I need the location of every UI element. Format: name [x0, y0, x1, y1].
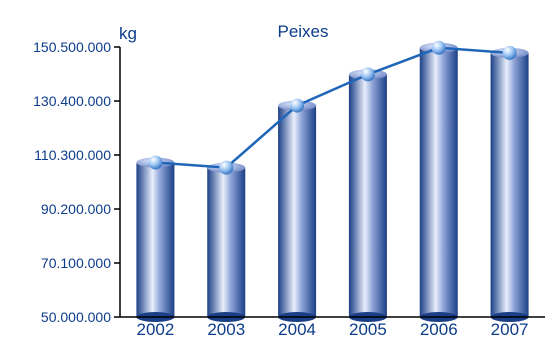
y-tick-label: 130.400.000: [33, 93, 111, 109]
x-tick-label: 2002: [137, 320, 175, 339]
y-axis-unit: kg: [119, 24, 137, 43]
bar-body: [419, 47, 458, 317]
chart-title: Peixes: [277, 22, 328, 41]
y-tick-label: 150.500.000: [33, 39, 111, 55]
y-tick-label: 70.100.000: [41, 255, 111, 271]
bar-2006: [419, 42, 458, 322]
bar-body: [207, 167, 246, 317]
bar-2005: [348, 69, 387, 322]
bar-body: [490, 52, 529, 317]
x-tick-label: 2003: [207, 320, 245, 339]
series-point-2007: [502, 45, 517, 60]
bar-2003: [207, 162, 246, 322]
series-point-2006: [431, 40, 446, 55]
bar-body: [278, 105, 317, 317]
series-point-2003: [219, 160, 234, 175]
bar-2002: [136, 157, 175, 322]
y-tick-label: 50.000.000: [41, 309, 111, 325]
y-tick-label: 90.200.000: [41, 201, 111, 217]
series-point-2004: [290, 98, 305, 113]
y-tick-label: 110.300.000: [34, 147, 111, 163]
bar-body: [348, 74, 387, 317]
series-point-2005: [360, 67, 375, 82]
bar-2007: [490, 47, 529, 322]
bar-2004: [278, 100, 317, 322]
x-tick-label: 2006: [420, 320, 458, 339]
series-line-path: [155, 46, 510, 169]
x-tick-label: 2004: [278, 320, 316, 339]
bar-body: [136, 162, 175, 317]
x-tick-label: 2007: [491, 320, 529, 339]
x-tick-label: 2005: [349, 320, 387, 339]
series-point-2002: [148, 155, 163, 170]
